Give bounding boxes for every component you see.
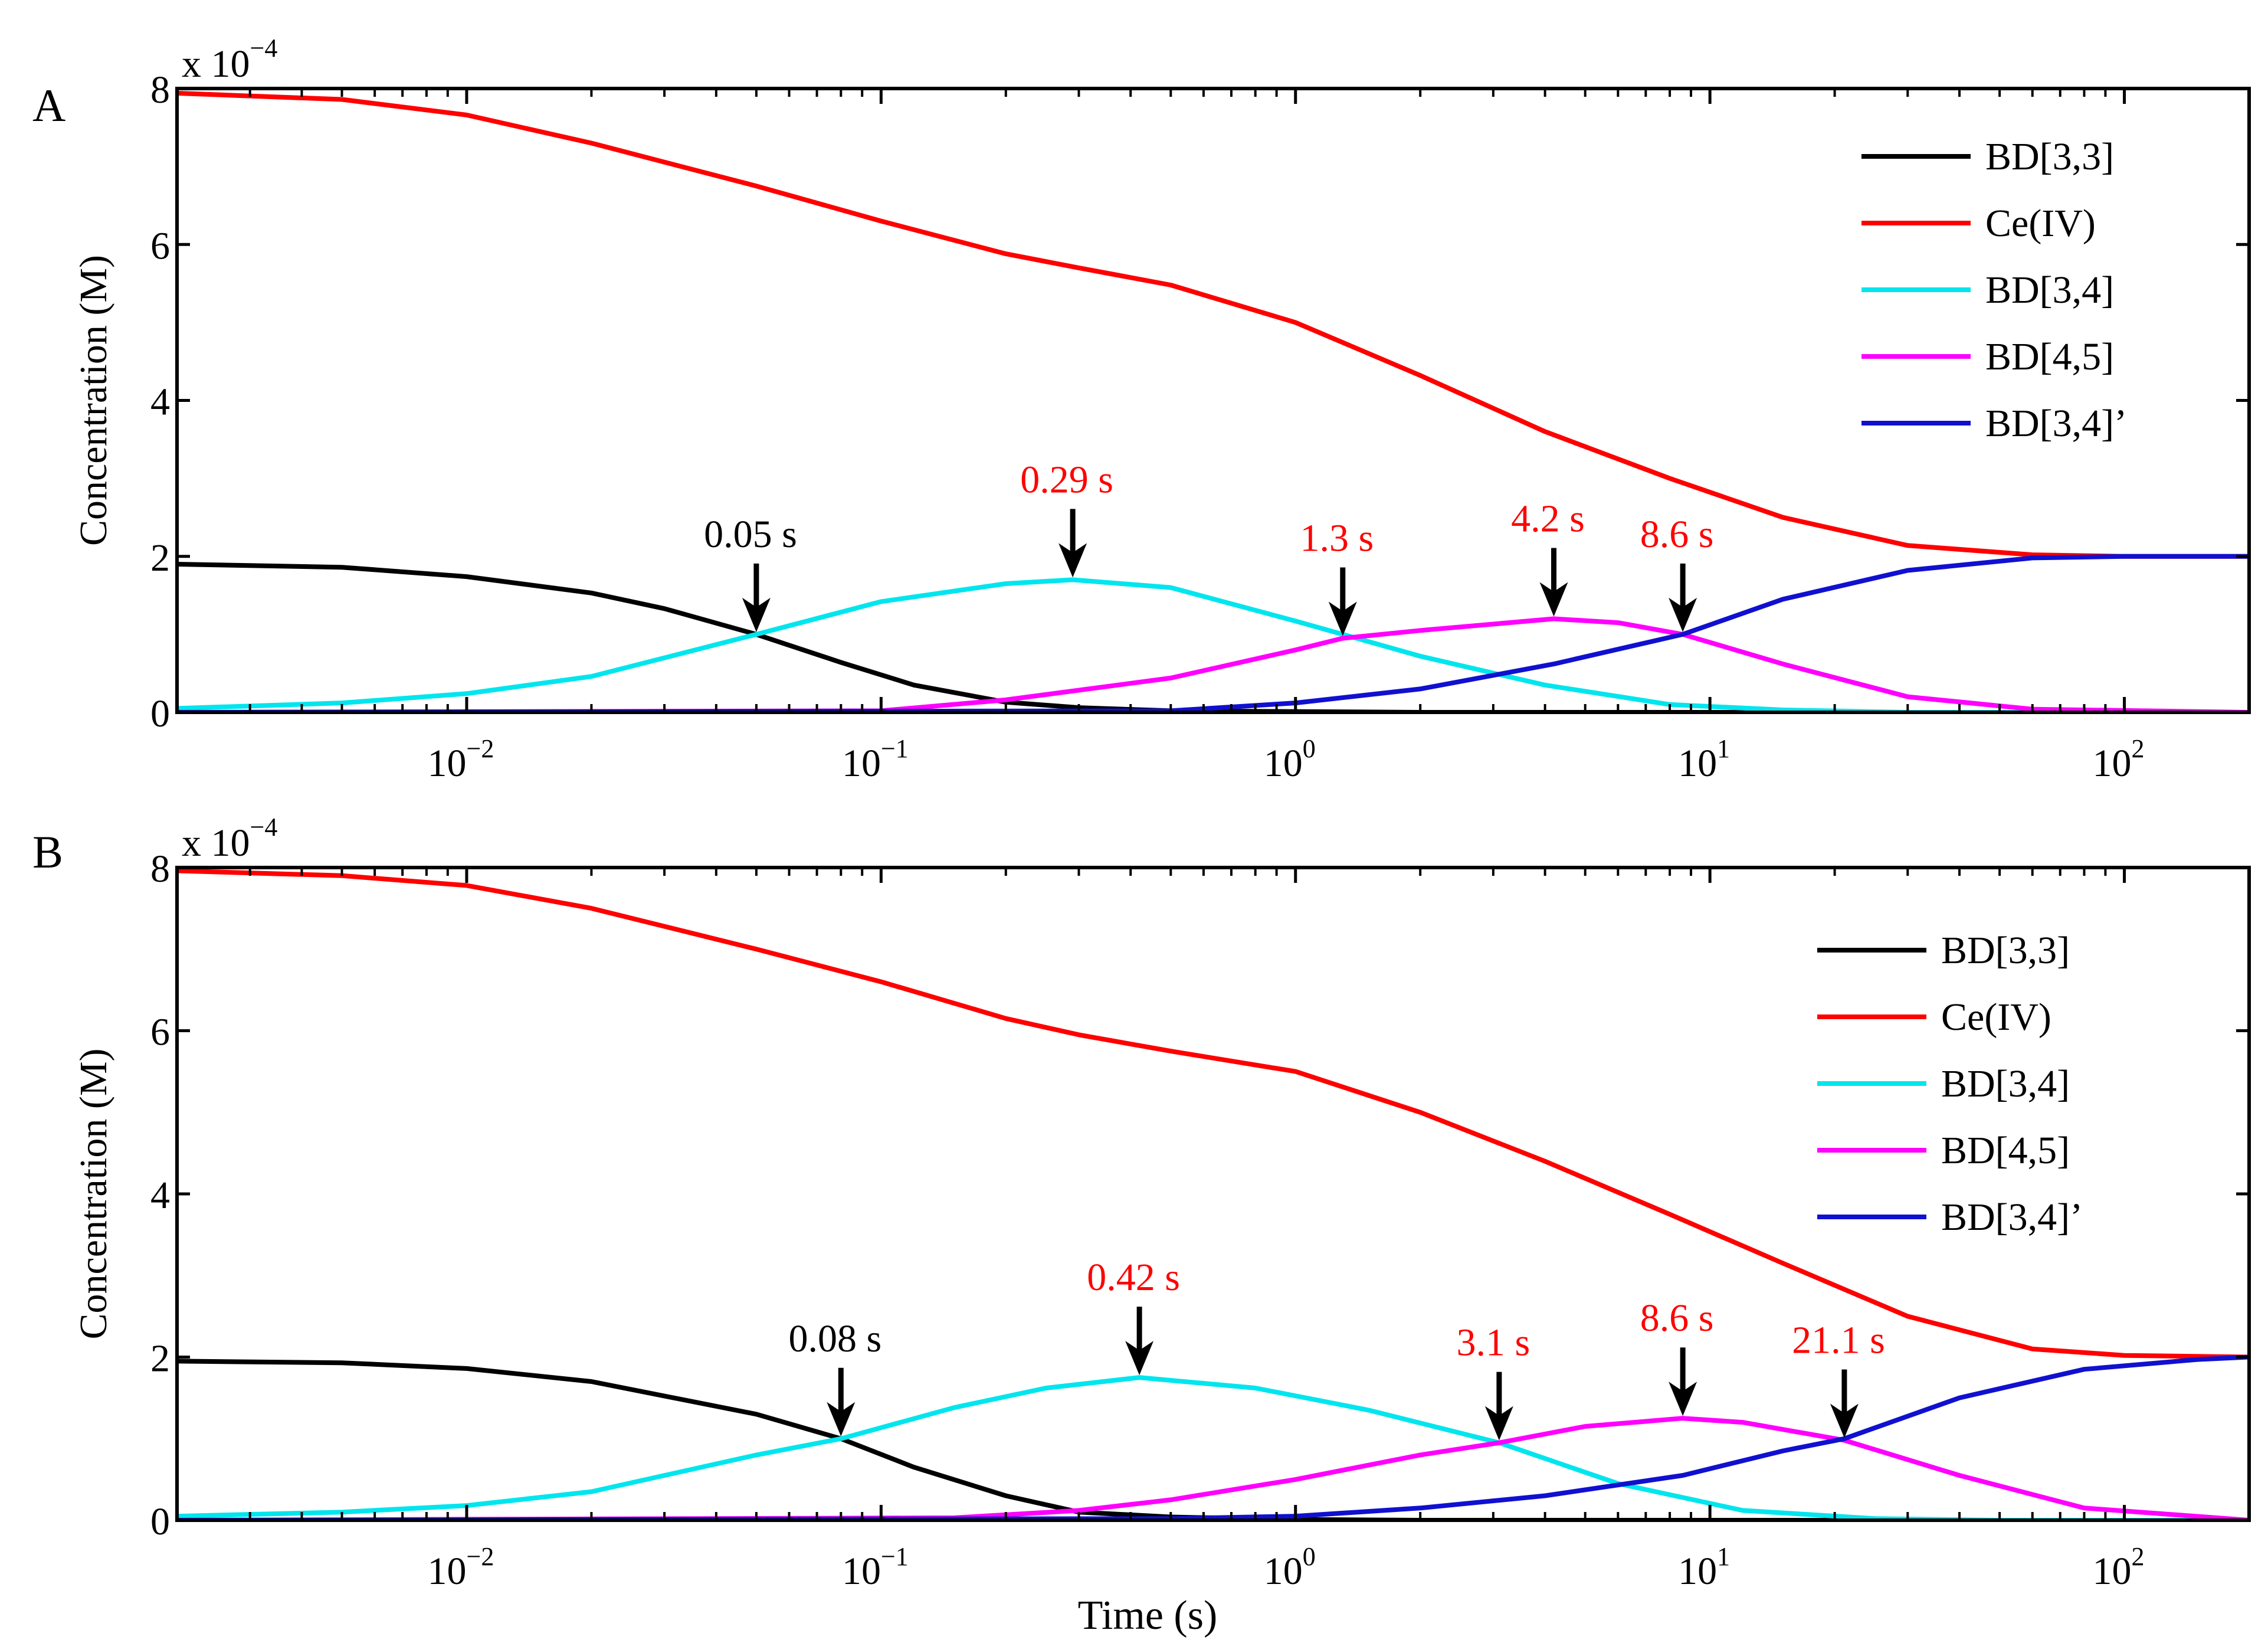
arrow-down-icon — [1328, 601, 1357, 636]
y-multiplier-exponent: −4 — [250, 813, 278, 842]
annotation-label: 0.08 s — [788, 1317, 881, 1360]
x-tick-exponent: 0 — [1303, 734, 1316, 763]
series-line-bd-3-4 — [177, 554, 2249, 712]
y-tick-label: 8 — [150, 847, 170, 891]
annotation-label: 8.6 s — [1640, 513, 1714, 556]
y-multiplier-label: x 10−4 — [182, 34, 277, 86]
arrow-down-icon — [827, 1402, 856, 1436]
x-tick-label: 100 — [1264, 1542, 1316, 1593]
x-tick-exponent: −2 — [467, 734, 494, 763]
annotation-21-1-s: 21.1 s — [1792, 1319, 1885, 1438]
y-tick-label: 0 — [150, 1500, 170, 1543]
legend-label-ce-iv: Ce(IV) — [1941, 996, 2051, 1039]
legend: BD[3,3] Ce(IV) BD[3,4] BD[4,5] BD[3,4]’ — [1861, 135, 2127, 445]
y-tick-label: 6 — [150, 1011, 170, 1054]
legend-label-bd-3-4: BD[3,4] — [1985, 269, 2114, 312]
x-tick-exponent: 2 — [2132, 1542, 2145, 1571]
x-tick-label: 102 — [2093, 1542, 2145, 1593]
legend-label-bd-3-3: BD[3,3] — [1985, 135, 2114, 178]
arrow-down-icon — [1058, 543, 1087, 578]
y-tick-label: 2 — [150, 1337, 170, 1380]
legend-label-bd-3-4: BD[3,4] — [1941, 1062, 2070, 1105]
y-multiplier-exponent: −4 — [250, 34, 278, 63]
arrow-down-icon — [1539, 582, 1568, 617]
legend-label-bd-3-4: BD[3,4]’ — [1941, 1196, 2083, 1239]
x-tick-exponent: 1 — [1717, 734, 1730, 763]
x-tick-label: 101 — [1678, 1542, 1730, 1593]
y-axis-title: Concentration (M) — [72, 255, 115, 546]
x-tick-exponent: −1 — [881, 734, 909, 763]
annotation-0-08-s: 0.08 s — [788, 1317, 881, 1436]
annotation-label: 8.6 s — [1640, 1297, 1714, 1340]
annotation-label: 3.1 s — [1457, 1321, 1530, 1364]
series-group — [177, 868, 2249, 1520]
plot-frame — [175, 866, 2251, 1522]
annotation-label: 0.42 s — [1087, 1256, 1180, 1299]
x-tick-label: 10−1 — [842, 1542, 909, 1593]
annotation-label: 21.1 s — [1792, 1319, 1885, 1362]
annotation-1-3-s: 1.3 s — [1300, 516, 1374, 636]
arrow-down-icon — [1669, 597, 1697, 632]
panel-label: A — [32, 80, 65, 131]
annotation-label: 0.05 s — [704, 513, 797, 556]
x-tick-exponent: 2 — [2132, 734, 2145, 763]
annotation-0-05-s: 0.05 s — [704, 513, 797, 632]
legend-label-bd-4-5: BD[4,5] — [1985, 335, 2114, 378]
plot-frame — [175, 87, 2251, 714]
annotation-label: 4.2 s — [1511, 497, 1585, 540]
y-tick-label: 6 — [150, 224, 170, 267]
y-tick-label: 4 — [150, 1174, 170, 1217]
annotation-8-6-s: 8.6 s — [1640, 513, 1714, 632]
legend-label-bd-3-4: BD[3,4]’ — [1985, 402, 2127, 445]
annotation-label: 0.29 s — [1020, 458, 1113, 501]
series-line-bd-3-4 — [177, 1354, 2249, 1520]
y-axis-title: Concentration (M) — [72, 1048, 115, 1339]
legend: BD[3,3] Ce(IV) BD[3,4] BD[4,5] BD[3,4]’ — [1817, 929, 2083, 1239]
annotation-0-29-s: 0.29 s — [1020, 458, 1113, 578]
arrow-down-icon — [1125, 1341, 1154, 1376]
panel-label: B — [32, 826, 63, 878]
series-line-bd-3-4 — [177, 577, 2249, 712]
x-tick-label: 100 — [1264, 734, 1316, 785]
arrow-down-icon — [1669, 1382, 1697, 1416]
series-line-ce-iv — [177, 90, 2249, 559]
y-tick-label: 8 — [150, 68, 170, 112]
series-line-bd-4-5 — [177, 616, 2249, 712]
x-tick-exponent: −1 — [881, 1542, 909, 1571]
series-line-bd-3-4 — [177, 1375, 2249, 1520]
x-tick-label: 10−2 — [428, 1542, 494, 1593]
series-group — [177, 90, 2249, 712]
arrow-down-icon — [742, 597, 771, 632]
y-tick-label: 2 — [150, 536, 170, 580]
arrow-down-icon — [1830, 1403, 1859, 1438]
legend-label-ce-iv: Ce(IV) — [1985, 202, 2096, 245]
x-tick-label: 101 — [1678, 734, 1730, 785]
x-tick-label: 10−2 — [428, 734, 494, 785]
series-line-bd-4-5 — [177, 1416, 2249, 1520]
legend-label-bd-4-5: BD[4,5] — [1941, 1129, 2070, 1172]
annotation-8-6-s: 8.6 s — [1640, 1297, 1714, 1416]
annotation-label: 1.3 s — [1300, 516, 1374, 559]
x-tick-exponent: 0 — [1303, 1542, 1316, 1571]
arrow-down-icon — [1484, 1406, 1513, 1441]
y-tick-label: 4 — [150, 381, 170, 424]
annotation-4-2-s: 4.2 s — [1511, 497, 1585, 617]
annotation-0-42-s: 0.42 s — [1087, 1256, 1180, 1376]
x-tick-label: 10−1 — [842, 734, 909, 785]
y-tick-label: 0 — [150, 692, 170, 735]
legend-label-bd-3-3: BD[3,3] — [1941, 929, 2070, 972]
x-tick-exponent: −2 — [467, 1542, 494, 1571]
y-multiplier-label: x 10−4 — [182, 813, 277, 865]
x-axis-title: Time (s) — [1078, 1593, 1218, 1638]
annotation-3-1-s: 3.1 s — [1457, 1321, 1530, 1441]
x-tick-label: 102 — [2093, 734, 2145, 785]
series-line-ce-iv — [177, 868, 2249, 1360]
x-tick-exponent: 1 — [1717, 1542, 1730, 1571]
